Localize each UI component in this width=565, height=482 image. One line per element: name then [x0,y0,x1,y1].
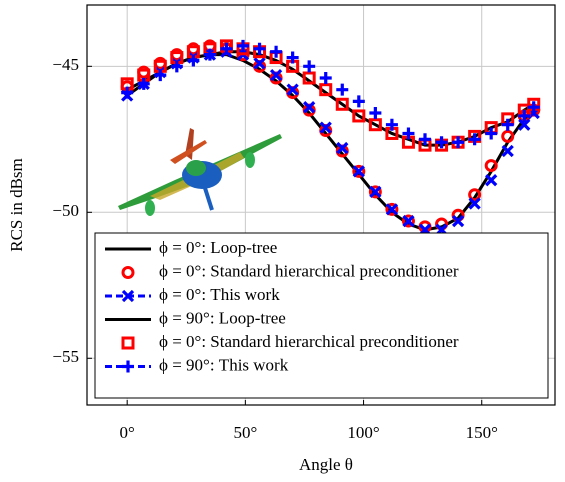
x-tick-label: 0° [120,423,135,442]
marker [352,109,366,123]
marker [518,109,531,122]
marker [419,133,431,146]
marker [468,133,481,146]
legend-label: ϕ = 90°: Loop-tree [159,308,286,327]
marker [368,118,382,132]
marker [501,129,515,143]
marker [369,185,382,198]
marker [336,83,349,96]
marker [452,136,465,149]
marker [303,60,316,73]
marker [435,136,448,149]
marker [485,174,498,187]
marker [335,97,349,111]
marker [527,101,540,114]
legend-label: ϕ = 0°: Standard hierarchical preconditi… [159,332,459,351]
y-axis-label: RCS in dBsm [7,158,26,252]
marker [485,127,498,140]
y-tick-label: −45 [52,55,79,74]
marker [352,164,366,178]
marker [303,101,316,114]
marker [203,48,216,61]
legend-marker [122,360,134,373]
plot-data [120,39,541,236]
marker [137,77,150,90]
marker [484,159,498,173]
marker [319,71,332,84]
marker [385,203,399,216]
marker [518,118,531,131]
marker [501,118,514,131]
marker [270,45,283,58]
legend-label: ϕ = 0°: This work [159,285,280,304]
marker [302,71,316,85]
legend-label: ϕ = 0°: Standard hierarchical preconditi… [159,261,459,280]
x-tick-label: 50° [233,423,257,442]
legend-box [94,232,549,399]
marker [154,69,167,82]
legend-marker [121,289,135,303]
legend-label: ϕ = 90°: This work [159,355,289,374]
marker [402,214,415,228]
marker [402,127,415,140]
x-tick-label: 150° [466,423,498,442]
plot-frame [86,4,556,406]
marker [468,197,481,210]
marker [187,54,200,67]
marker [468,188,482,202]
marker [501,144,514,158]
marker [319,121,332,134]
marker [352,95,365,108]
y-tick-label: −55 [52,347,79,366]
marker [352,165,365,178]
marker [451,214,465,228]
marker [368,185,382,199]
marker [385,118,398,131]
marker [121,86,134,99]
marker [170,60,183,73]
legend-marker [121,336,135,350]
marker [253,42,266,55]
marker [253,57,266,70]
legend-marker [121,266,135,279]
x-axis-label: Angle θ [299,455,353,474]
marker [237,39,249,52]
legend: ϕ = 0°: Loop-tree ϕ = 0°: Standard hierar… [94,232,549,399]
marker [269,68,283,82]
marker [319,83,333,97]
airplane-illustration [118,128,282,216]
legend-label: ϕ = 0°: Loop-tree [159,238,277,257]
x-tick-label: 100° [347,423,379,442]
marker [286,51,299,64]
marker [401,214,415,228]
marker [286,83,299,96]
marker [220,42,233,55]
marker [336,141,349,155]
marker [385,202,399,216]
marker [369,107,382,120]
y-tick-label: −50 [52,201,79,220]
